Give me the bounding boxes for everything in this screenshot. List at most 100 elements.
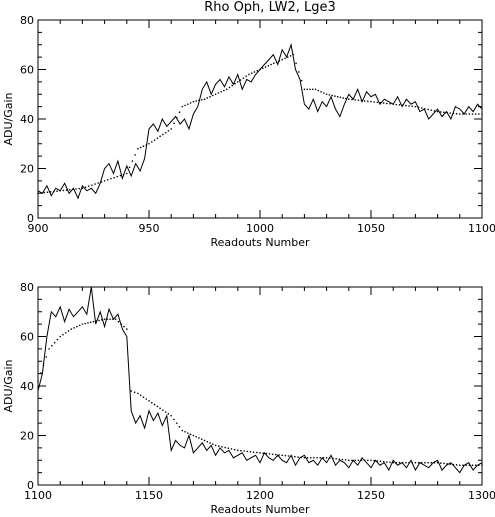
data-series-dotted [37,318,483,467]
dotted-series-point [376,101,379,104]
dotted-series-point [220,90,222,93]
dotted-series-point [478,464,480,467]
dotted-series-point [309,88,311,91]
dotted-series-point [273,62,275,65]
dotted-series-point [478,113,480,115]
dotted-series-point [142,396,145,398]
dotted-series-point [94,183,96,185]
dotted-series-point [417,106,420,109]
y-tick-label: 40 [20,113,34,126]
dotted-series-point [101,318,103,321]
dotted-series-point [292,53,295,56]
dotted-series-point [462,113,464,115]
dotted-series-point [345,97,347,100]
dotted-series-point [462,464,464,467]
x-tick-label: 1250 [357,489,385,502]
dotted-series-point [37,380,39,382]
dotted-series-point [95,320,98,322]
dotted-series-point [424,107,426,110]
dotted-series-point [223,89,225,92]
dotted-series-point [117,320,120,323]
dotted-series-point [231,84,234,87]
dotted-series-point [240,449,242,452]
data-series-solid-line [37,42,483,200]
dotted-series-point [73,327,75,329]
dotted-series-point [159,407,161,410]
y-axis-label: ADU/Gain [2,359,15,412]
dotted-series-point [150,401,153,404]
dotted-series-point [51,344,53,347]
dotted-series-point [230,448,233,450]
dotted-series-point [195,435,197,438]
dotted-series-point [379,460,382,463]
dotted-series-point [126,328,128,330]
dotted-series-point [439,462,442,464]
dotted-series-point [243,450,245,452]
x-tick-label: 1300 [468,489,495,502]
dotted-series-point [341,458,344,461]
dotted-series-point [178,426,181,428]
dotted-series-point [233,448,236,451]
x-tick-label: 900 [28,222,49,235]
chart-title: Rho Oph, LW2, Lge3 [204,0,336,15]
dotted-series-point [209,95,211,98]
dotted-series-point [159,135,161,138]
dotted-series-point [449,463,452,465]
y-tick-label: 20 [20,163,34,176]
dotted-series-point [401,104,404,107]
dotted-series-point [49,191,52,193]
dotted-series-point [262,452,264,454]
dotted-series-point [331,94,333,97]
dotted-series-point [217,445,220,447]
dotted-series-point [187,103,189,105]
dotted-series-point [137,147,139,150]
dotted-series-point [319,456,322,459]
y-tick-label: 80 [20,14,34,27]
dotted-series-point [164,131,167,134]
y-tick-label: 0 [27,479,34,492]
dotted-series-point [192,100,195,103]
dotted-series-point [167,413,170,415]
dotted-series-point [200,99,203,101]
dotted-series-point [87,185,90,187]
dotted-series-point [103,318,106,320]
dotted-series-point [481,464,483,467]
dotted-series-point [100,181,103,183]
dotted-series-point [162,133,164,136]
dotted-series-point [214,93,217,96]
plot-frame [37,286,483,486]
dotted-series-point [212,94,214,97]
dotted-series-point [110,177,112,180]
dotted-series-point [443,462,445,465]
dotted-series-point [72,188,74,191]
dotted-series-point [150,141,153,143]
dotted-series-point [392,461,395,464]
dotted-series-point [382,460,385,463]
dotted-series-point [75,188,77,190]
dotted-series-point [455,464,458,466]
dotted-series-point [401,461,404,464]
dotted-series-point [119,174,122,177]
dotted-series-point [459,113,461,115]
dotted-series-point [376,460,379,462]
dotted-series-point [59,189,61,192]
dotted-series-point [137,392,139,395]
dotted-series-point [446,462,448,465]
dotted-series-point [265,452,268,455]
dotted-series-point [468,113,471,115]
dotted-series-point [70,328,73,330]
dotted-series-point [227,447,230,450]
dotted-series-point [389,461,391,464]
dotted-series-point [357,99,360,102]
dotted-series-point [184,104,186,107]
dotted-series-point [311,88,314,91]
dotted-series-point [250,72,253,75]
dotted-series-point [237,449,239,452]
dotted-series-point [206,97,209,99]
dotted-series-point [281,454,284,457]
dotted-series-point [290,455,293,458]
dotted-series-point [436,110,439,113]
dotted-series-point [98,319,100,322]
dotted-series-point [420,461,423,464]
x-tick-label: 1200 [246,489,274,502]
